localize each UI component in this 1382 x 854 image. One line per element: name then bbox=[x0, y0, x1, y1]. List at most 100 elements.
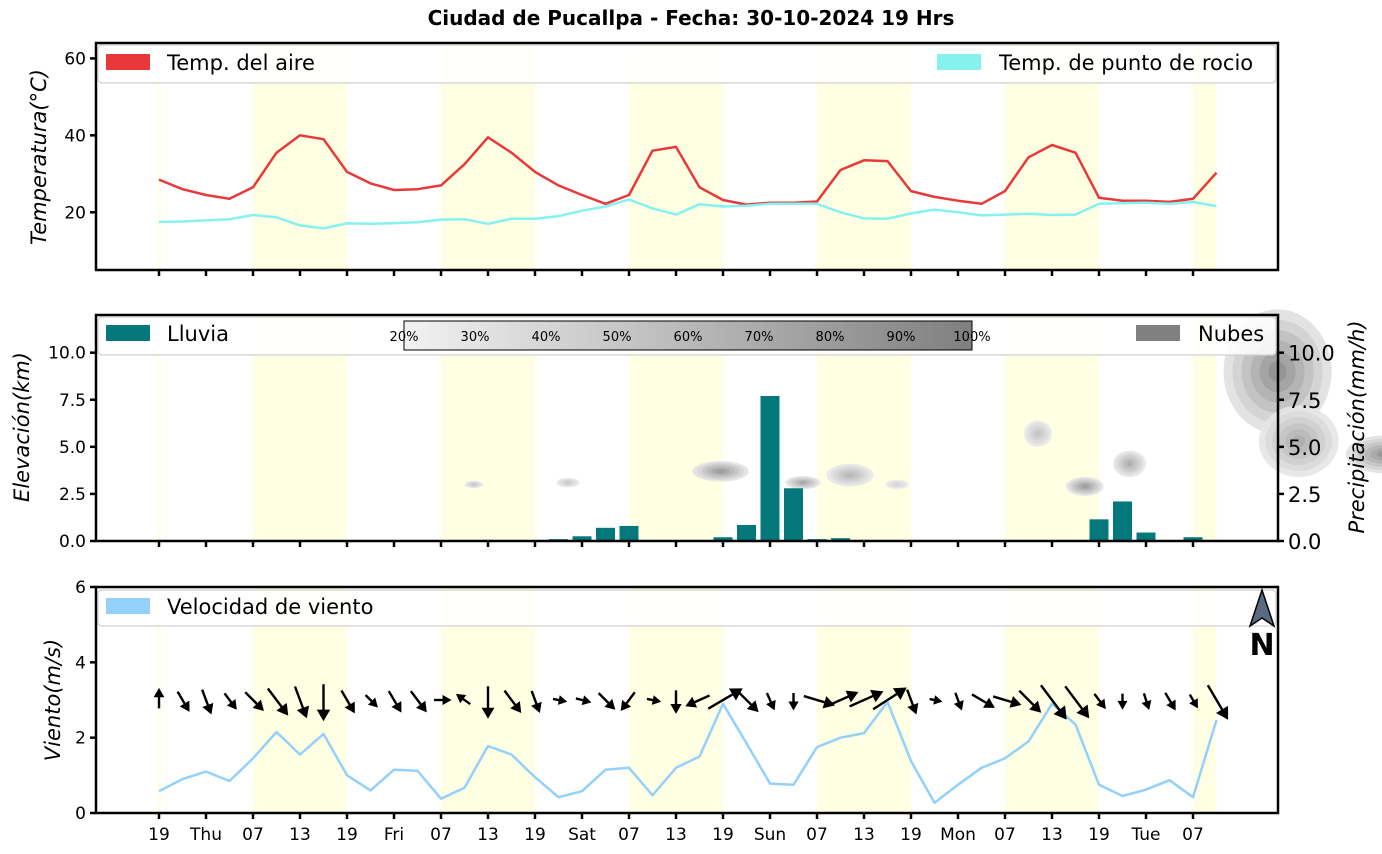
wind-arrow bbox=[481, 686, 495, 719]
wind-arrow-head bbox=[252, 699, 264, 711]
wind-arrow-head bbox=[953, 700, 964, 711]
wind-arrow-head bbox=[1009, 696, 1022, 708]
temperature-axis-label: Temperatura(°C) bbox=[27, 69, 51, 245]
chart-title: Ciudad de Pucallpa - Fecha: 30-10-2024 1… bbox=[427, 6, 955, 30]
wind-arrow-head bbox=[933, 695, 943, 705]
wind-arrow bbox=[1188, 693, 1198, 709]
wind-arrow-head bbox=[415, 700, 427, 713]
wind-arrow-head bbox=[481, 707, 495, 719]
wind-arrow bbox=[788, 693, 799, 711]
rain-bar bbox=[737, 524, 756, 541]
wind-arrow-head bbox=[766, 699, 776, 711]
elevation-axis-label: Elevación(km) bbox=[10, 352, 34, 502]
wind-arrow bbox=[530, 690, 542, 713]
wind-arrow bbox=[201, 689, 214, 715]
wind-arrow bbox=[849, 689, 884, 708]
cloud-contour bbox=[894, 482, 899, 487]
wind-arrow bbox=[685, 694, 711, 708]
x-tick-label: 13 bbox=[665, 825, 687, 845]
colorbar-tick-label: 20% bbox=[390, 330, 419, 345]
wind-arrow-head bbox=[907, 702, 919, 715]
wind-arrow bbox=[153, 687, 165, 709]
wind-arrow bbox=[929, 695, 943, 705]
wind-arrow bbox=[620, 691, 636, 712]
air-temperature-line bbox=[158, 134, 1218, 206]
wind-arrow bbox=[971, 693, 995, 708]
dew-point-line bbox=[158, 198, 1217, 230]
rain-bar bbox=[1136, 532, 1156, 541]
rain-bar bbox=[1113, 501, 1132, 541]
wind-arrow bbox=[1093, 693, 1106, 710]
tick-labels: 19 Thu 07 13 19 Fri 07 13 19 Sat 07 13 19 Sun 07 13 19 Mo… bbox=[10, 49, 1369, 845]
elevation-y-tick-label: 2.5 bbox=[59, 485, 86, 505]
legend-swatch-dew bbox=[937, 54, 981, 70]
temperature-axes-frame bbox=[94, 41, 1280, 272]
wind-speed-line bbox=[158, 700, 1218, 805]
wind-arrow bbox=[364, 694, 378, 708]
colorbar-tick-label: 30% bbox=[461, 330, 490, 345]
elevation-y-tick-label: 7.5 bbox=[59, 391, 86, 411]
temperature-legend bbox=[97, 44, 1277, 84]
wind-arrow bbox=[992, 695, 1022, 708]
x-tick-label: 07 bbox=[618, 825, 640, 845]
legend-label-clouds: Nubes bbox=[1198, 322, 1264, 346]
rain-bar bbox=[831, 538, 850, 541]
wind-arrow-head bbox=[316, 709, 331, 722]
precipitation-axis-label: Precipitación(mm/h) bbox=[1345, 320, 1369, 533]
wind-arrow bbox=[176, 691, 190, 712]
cloud-contour bbox=[799, 480, 806, 485]
x-tick-label: Thu bbox=[189, 825, 222, 845]
wind-arrow-head bbox=[788, 701, 799, 711]
rain-bar bbox=[1183, 537, 1203, 541]
colorbar-tick-label: 80% bbox=[816, 330, 845, 345]
wind-arrow-head bbox=[442, 694, 452, 706]
wind-arrow-head bbox=[1117, 700, 1128, 710]
temperature-y-tick-label: 20 bbox=[64, 203, 86, 223]
wind-arrow bbox=[826, 690, 859, 707]
wind-arrow-head bbox=[581, 695, 592, 706]
wind-y-tick-label: 6 bbox=[75, 578, 86, 598]
legend-swatch-rain bbox=[106, 325, 150, 341]
wind-arrow bbox=[765, 692, 776, 711]
wind-arrow bbox=[736, 690, 759, 713]
x-tick-label: 07 bbox=[994, 825, 1016, 845]
precipitation-y-tick-label: 0.0 bbox=[1288, 530, 1321, 554]
wind-arrow bbox=[906, 689, 919, 715]
wind-arrow bbox=[953, 692, 964, 711]
cloud-contour bbox=[565, 480, 570, 485]
axes-frames bbox=[90, 41, 1284, 819]
wind-y-tick-label: 0 bbox=[75, 804, 86, 824]
x-tick-label: 13 bbox=[477, 825, 499, 845]
wind-arrow bbox=[1018, 689, 1042, 713]
x-tick-label: 13 bbox=[289, 825, 311, 845]
cloud-contour bbox=[472, 482, 476, 487]
wind-arrow-head bbox=[651, 695, 662, 705]
north-label: N bbox=[1249, 628, 1274, 663]
precipitation-y-tick-label: 5.0 bbox=[1288, 436, 1321, 460]
precipitation-y-tick-label: 2.5 bbox=[1288, 483, 1321, 507]
cloud-contour bbox=[1370, 448, 1382, 461]
cloud-contour bbox=[1081, 484, 1089, 489]
wind-arrow bbox=[503, 689, 522, 714]
wind-arrow-head bbox=[1166, 699, 1176, 711]
wind-arrow bbox=[387, 690, 402, 713]
wind-arrow bbox=[1206, 684, 1229, 720]
wind-arrow bbox=[575, 695, 592, 706]
wind-y-tick-label: 2 bbox=[75, 729, 86, 749]
wind-arrow bbox=[455, 693, 471, 706]
x-tick-label: 19 bbox=[336, 825, 358, 845]
wind-arrow-head bbox=[202, 702, 214, 715]
colorbar-tick-label: 100% bbox=[953, 330, 990, 345]
wind-arrow-head bbox=[845, 690, 859, 703]
wind-arrow-head bbox=[822, 696, 835, 709]
temperature-y-tick-label: 40 bbox=[64, 126, 86, 146]
x-tick-label: 07 bbox=[430, 825, 452, 845]
colorbar-tick-label: 90% bbox=[887, 330, 916, 345]
wind-arrow bbox=[646, 695, 662, 705]
daytime-band bbox=[1193, 315, 1217, 541]
wind-arrow-head bbox=[344, 701, 355, 714]
legend-swatch-clouds bbox=[1136, 325, 1180, 341]
wind-y-tick-label: 4 bbox=[75, 653, 86, 673]
x-tick-label: 13 bbox=[1041, 825, 1063, 845]
wind-arrow-head bbox=[367, 697, 378, 708]
